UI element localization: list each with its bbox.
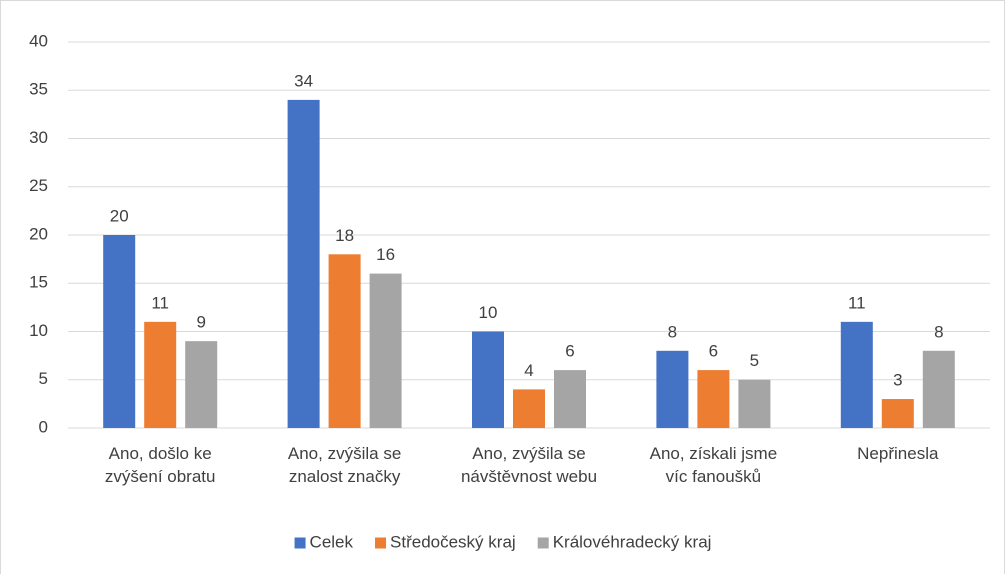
y-tick-label: 0: [39, 417, 48, 436]
legend-label: Celek: [310, 532, 354, 551]
y-tick-label: 25: [29, 176, 48, 195]
y-tick-label: 40: [29, 31, 48, 50]
data-label: 11: [848, 293, 866, 312]
bar: [472, 331, 504, 428]
bar: [144, 321, 177, 428]
legend-label: Královéhradecký kraj: [553, 532, 712, 551]
legend-swatch: [537, 537, 549, 549]
y-tick-label: 15: [29, 273, 48, 292]
bar: [922, 350, 955, 428]
legend-swatch: [375, 537, 387, 549]
data-label: 34: [294, 71, 313, 90]
y-tick-label: 5: [39, 369, 48, 388]
data-label: 6: [709, 342, 718, 361]
legend-swatch: [294, 537, 306, 549]
bar: [881, 399, 914, 428]
bar: [840, 321, 873, 428]
bar: [328, 254, 361, 428]
data-label: 8: [934, 322, 943, 341]
data-label: 5: [750, 351, 759, 370]
bar: [185, 341, 218, 428]
data-label: 3: [893, 371, 902, 390]
data-label: 11: [151, 293, 169, 312]
x-tick-label: Ano, zvýšila se návštěvnost webu: [460, 444, 598, 486]
y-tick-label: 35: [29, 80, 48, 99]
legend-label: Středočeský kraj: [390, 532, 516, 551]
bar: [554, 370, 586, 428]
bar: [369, 273, 402, 428]
data-label: 4: [524, 361, 533, 380]
bar: [103, 235, 136, 428]
data-label: 10: [479, 303, 498, 322]
data-label: 16: [376, 245, 395, 264]
y-tick-label: 10: [29, 321, 48, 340]
bar: [656, 350, 689, 428]
bar: [287, 99, 320, 429]
x-tick-label: Ano, získali jsme víc fanoušků: [649, 444, 778, 486]
y-tick-label: 30: [29, 128, 48, 147]
data-label: 18: [335, 226, 354, 245]
bar: [738, 379, 771, 428]
x-tick-label: Nepřinesla: [857, 444, 939, 463]
y-tick-label: 20: [29, 224, 48, 243]
data-label: 9: [196, 313, 205, 332]
data-label: 6: [565, 342, 574, 361]
bar: [513, 389, 545, 428]
bar: [697, 370, 730, 428]
x-tick-label: Ano, došlo ke zvýšení obratu: [104, 444, 216, 486]
x-tick-label: Ano, zvýšila se znalost značky: [287, 444, 402, 486]
data-label: 8: [668, 322, 677, 341]
data-label: 20: [110, 206, 129, 225]
